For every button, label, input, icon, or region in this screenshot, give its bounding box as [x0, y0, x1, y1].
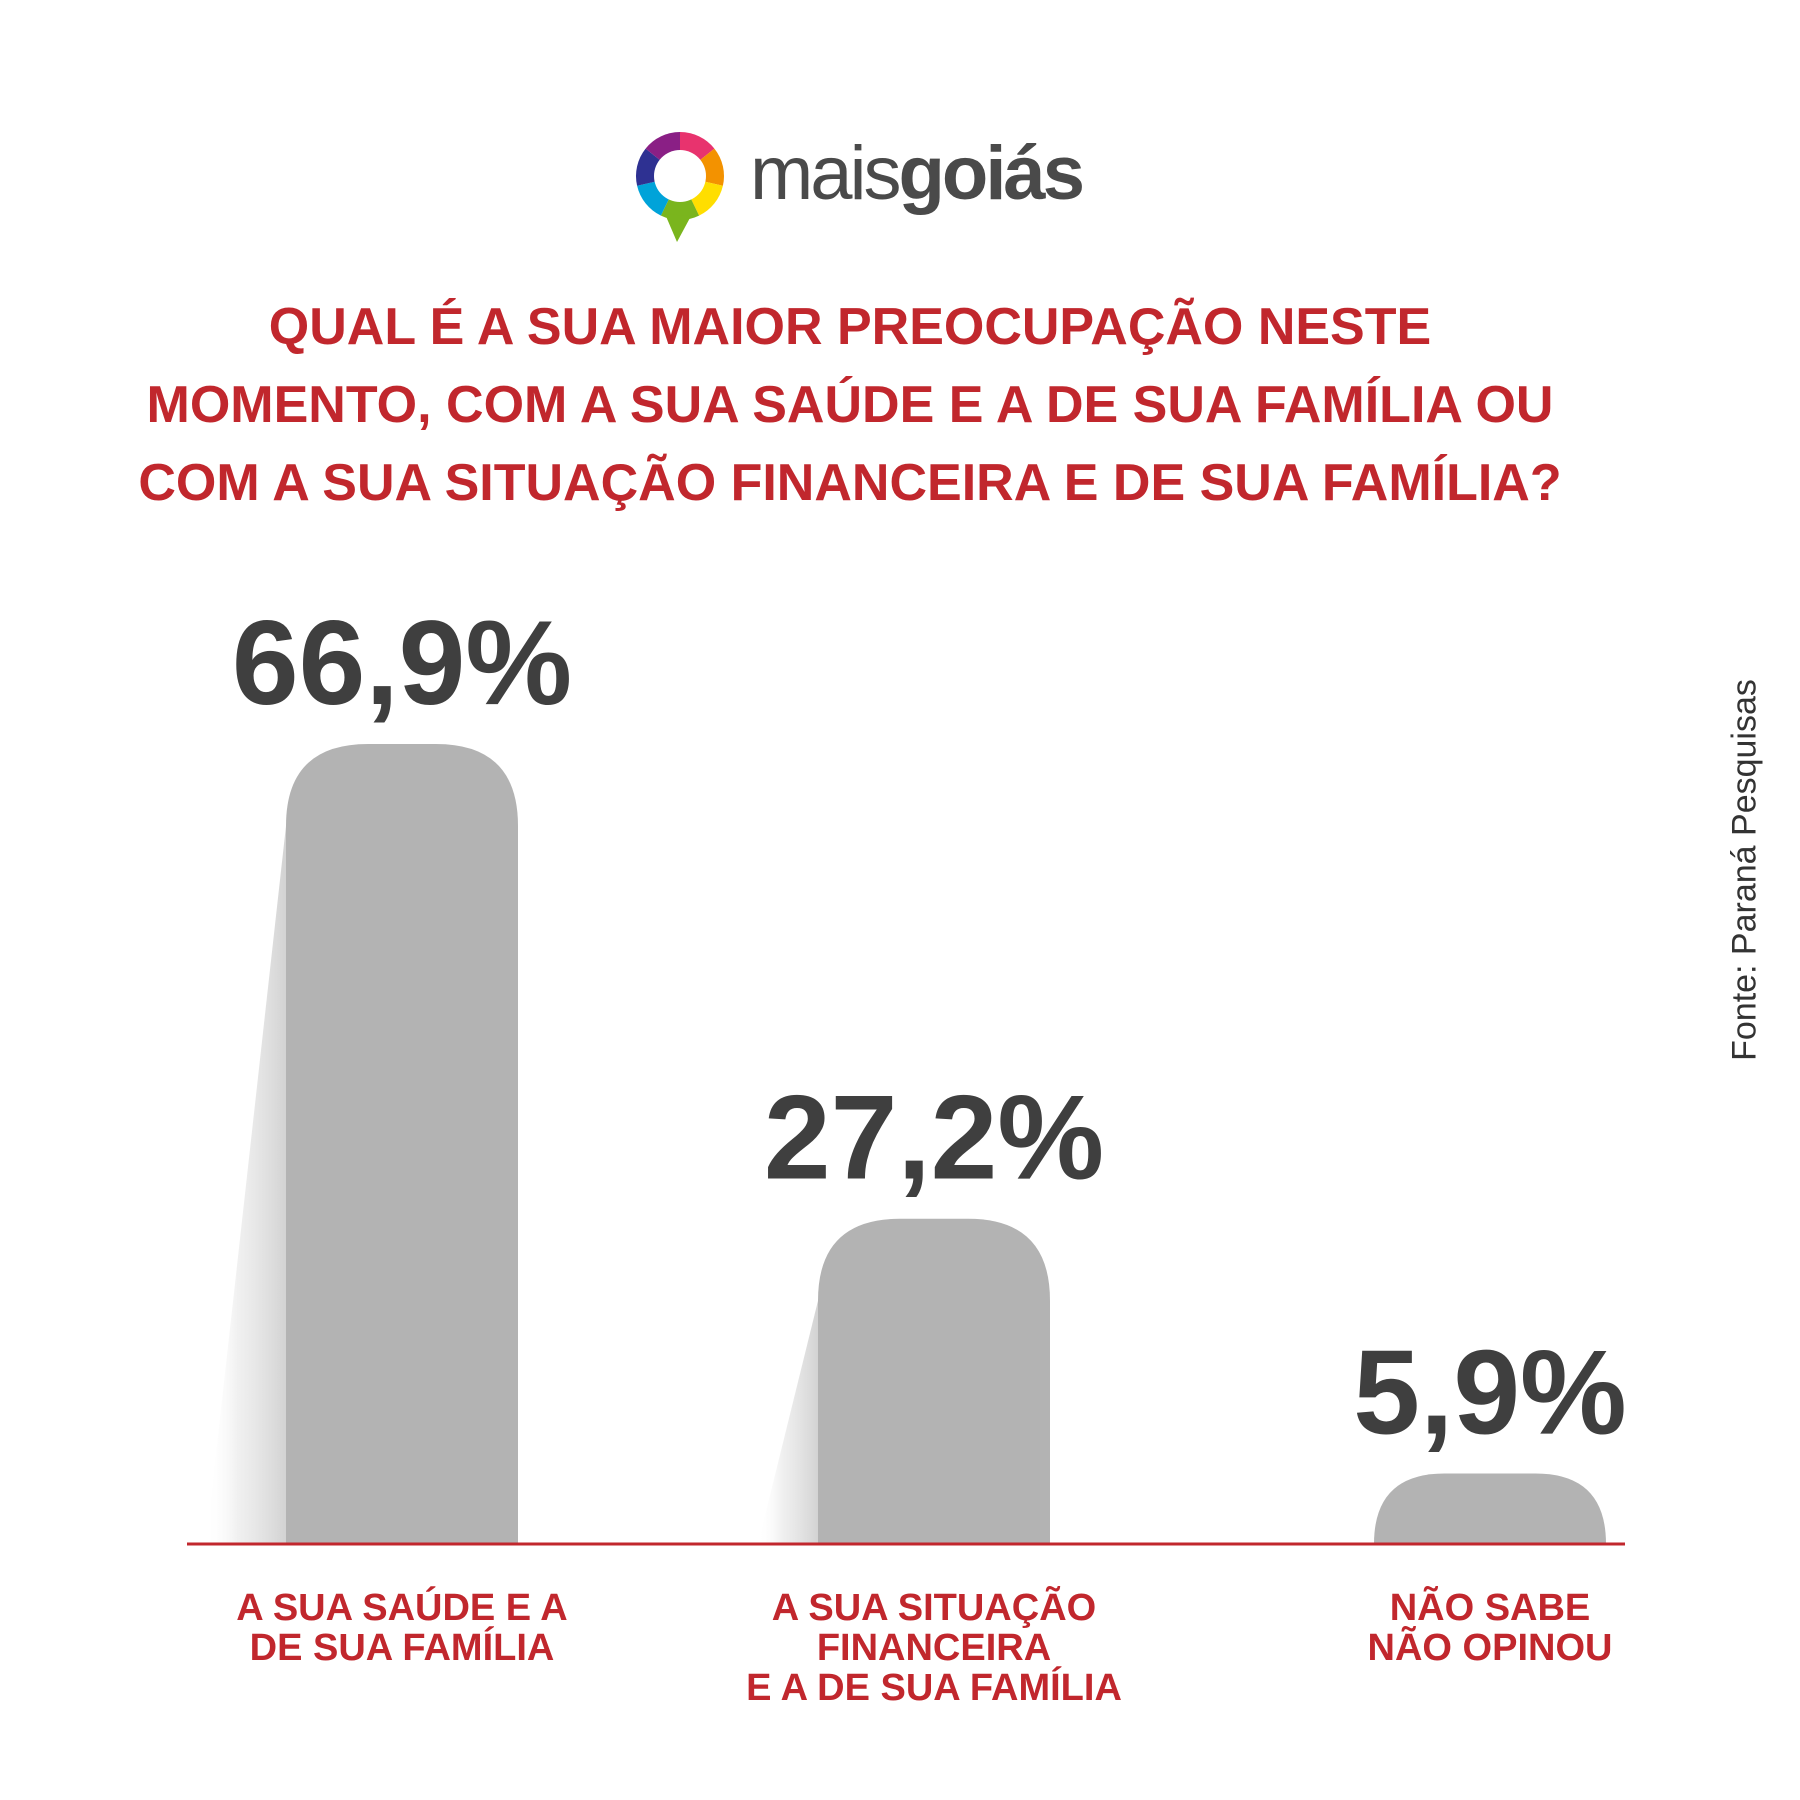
speech-bubble-ring-icon: [636, 132, 724, 242]
category-label-line: NÃO OPINOU: [1367, 1627, 1613, 1669]
bar-shadow: [758, 1300, 818, 1544]
data-label: 66,9%: [232, 596, 572, 730]
category-label-line: A SUA SITUAÇÃO: [771, 1587, 1097, 1629]
category-label-line: FINANCEIRA: [816, 1627, 1052, 1669]
logo: maisgoiás: [625, 118, 1125, 248]
category-label-line: E A DE SUA FAMÍLIA: [746, 1667, 1122, 1709]
category-label-line: NÃO SABE: [1389, 1587, 1591, 1629]
bar: [1374, 1473, 1606, 1544]
category-label-line: A SUA SAÚDE E A: [236, 1587, 568, 1629]
data-label: 27,2%: [764, 1071, 1104, 1205]
title-line-1: QUAL É A SUA MAIOR PREOCUPAÇÃO NESTE: [268, 298, 1432, 356]
title-line-2-rest: , COM A SUA SAÚDE E A DE SUA FAMÍLIA OU: [417, 376, 1554, 434]
category-label: A SUA SAÚDE E A DE SUA FAMÍLIA: [182, 1588, 622, 1668]
chart-title: QUAL É A SUA MAIOR PREOCUPAÇÃO NESTE MOM…: [80, 288, 1620, 522]
bar: [286, 744, 518, 1544]
title-line-2-bold: MOMENTO: [146, 376, 418, 434]
logo-bubble-tail: [665, 214, 691, 242]
logo-wordmark: maisgoiás: [750, 136, 1085, 212]
bar-shadow: [206, 826, 286, 1544]
category-label: NÃO SABE NÃO OPINOU: [1270, 1588, 1710, 1668]
bar: [818, 1218, 1050, 1544]
title-line-3: COM A SUA SITUAÇÃO FINANCEIRA E DE SUA F…: [138, 454, 1562, 512]
data-label: 5,9%: [1353, 1325, 1627, 1459]
category-label-line: DE SUA FAMÍLIA: [249, 1627, 555, 1669]
logo-text-light: mais: [750, 131, 901, 216]
category-label: A SUA SITUAÇÃO FINANCEIRA E A DE SUA FAMÍL…: [714, 1588, 1154, 1708]
logo-text-bold: goiás: [898, 131, 1084, 216]
